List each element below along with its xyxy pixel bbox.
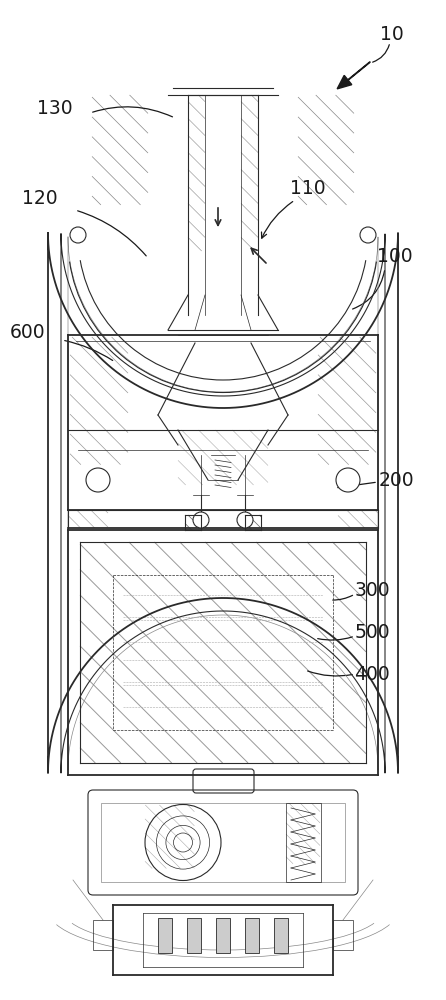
Bar [93,920,113,950]
Circle shape [193,512,209,528]
Bar [274,918,288,953]
Bar [333,920,353,950]
Circle shape [86,468,110,492]
Text: 100: 100 [377,247,413,266]
Text: 600: 600 [10,322,46,342]
Text: 10: 10 [380,25,404,44]
Bar [101,803,345,882]
Bar [286,803,321,882]
Text: 300: 300 [354,580,390,599]
Bar [158,918,172,953]
FancyArrow shape [337,62,370,89]
Circle shape [237,512,253,528]
Text: 500: 500 [354,624,390,643]
Bar [187,918,201,953]
Text: 120: 120 [22,188,58,208]
Text: 200: 200 [378,471,414,489]
Circle shape [336,468,360,492]
Text: 400: 400 [354,666,390,684]
Text: 110: 110 [290,178,326,198]
Bar [216,918,230,953]
Text: 130: 130 [37,99,73,117]
Bar [245,918,259,953]
